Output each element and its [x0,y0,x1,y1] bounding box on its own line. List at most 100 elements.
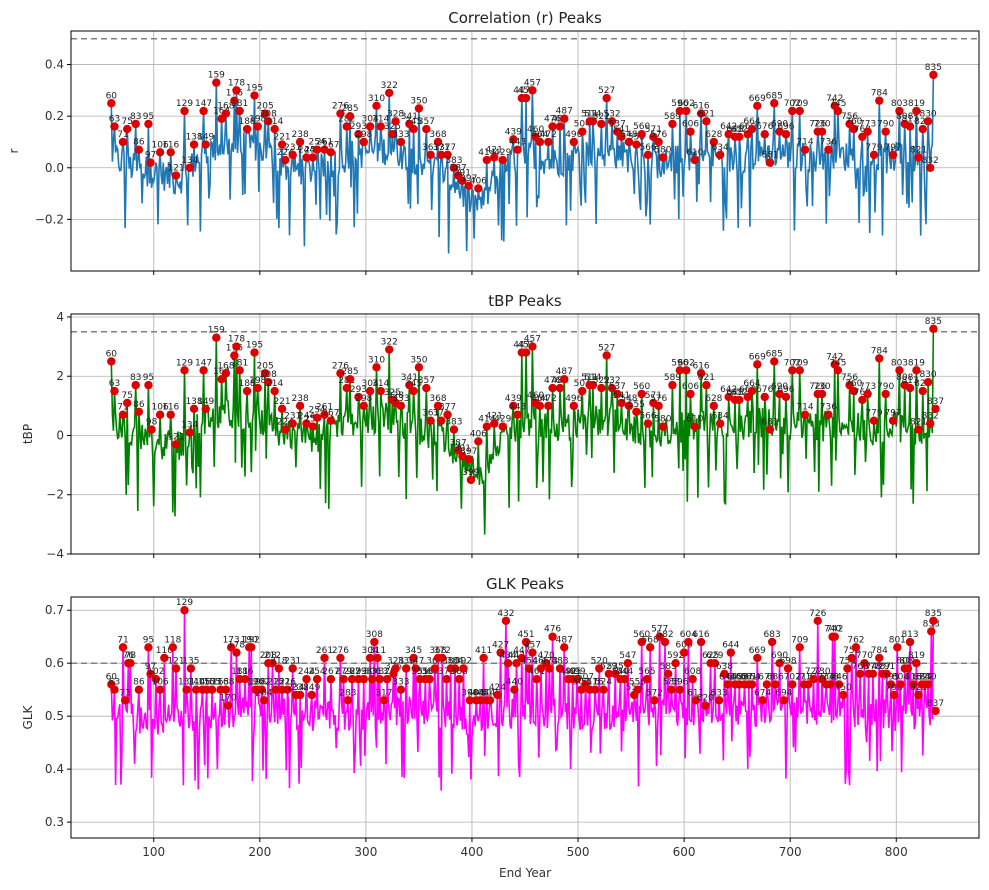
glk-peak-marker [855,669,865,679]
glk-y-tick-label: 0.6 [45,656,64,670]
glk-peak-label: 212 [264,651,281,661]
r-y-tick-label: 0.4 [45,58,64,72]
r-peak-label: 730 [813,120,830,130]
glk-peak-marker [762,680,772,689]
r-peak-label: 86 [133,138,145,148]
glk-peak-marker [274,664,284,673]
tbp-peak-label: 116 [162,403,179,413]
tbp-peak-marker [232,342,241,351]
r-peak-marker [858,132,867,142]
tbp-peak-label: 106 [152,403,169,413]
tbp-peak-marker [221,369,231,378]
tbp-peaks-panel: 6063717583869598106116121129134138147149… [21,292,980,561]
glk-peak-label: 648 [726,672,743,682]
tbp-peak-label: 496 [565,394,582,404]
tbp-peak-label: 168 [217,361,234,371]
r-peak-marker [775,127,784,136]
r-peak-label: 147 [195,99,212,109]
tbp-peak-label: 756 [841,373,858,383]
r-peak-marker [134,145,144,154]
r-peak-marker [270,124,279,134]
glk-peak-label: 694 [775,688,792,698]
glk-peak-label: 338 [398,657,415,667]
tbp-peak-marker [521,348,531,357]
tbp-peak-marker [770,357,779,366]
r-peak-label: 377 [439,143,456,153]
r-peak-label: 514 [584,109,601,119]
tbp-peak-label: 457 [524,335,541,345]
tbp-peak-label: 83 [130,373,141,383]
r-peak-label: 726 [809,120,826,130]
r-peak-label: 760 [845,117,862,127]
glk-peak-label: 556 [629,678,646,688]
tbp-peak-marker [753,360,762,369]
glk-peak-label: 392 [455,657,472,667]
r-peak-label: 830 [919,109,936,119]
r-peak-label: 383 [445,156,462,166]
tbp-peak-marker [414,363,424,372]
r-peak-label: 244 [298,145,315,155]
glk-peak-marker [914,690,923,700]
r-peak-marker [888,150,898,160]
r-peak-marker [863,127,872,136]
tbp-peak-label: 784 [871,346,888,356]
r-peak-marker [201,140,210,149]
r-peak-marker [482,155,492,165]
r-peak-marker [643,150,653,160]
glk-peak-marker [779,696,789,705]
glk-peak-marker [804,680,813,689]
glk-peak-label: 683 [764,630,781,640]
r-peak-marker [388,130,397,139]
r-peak-marker [617,132,626,142]
tbp-peak-marker [765,425,775,434]
tbp-peak-marker [242,386,252,396]
r-peak-marker [649,132,658,142]
r-peak-marker [795,106,804,116]
glk-peak-marker [295,690,305,700]
glk-peak-label: 758 [843,646,860,656]
tbp-peak-label: 134 [181,421,198,431]
glk-peak-label: 135 [182,657,199,667]
glk-peak-marker [382,674,392,684]
glk-peak-label: 208 [260,651,277,661]
tbp-peak-marker [637,389,646,399]
tbp-peak-label: 676 [756,385,773,395]
r-peak-marker [372,101,381,111]
tbp-peak-marker [617,398,626,408]
r-peak-label: 642 [720,122,737,132]
glk-peak-label: 146 [194,678,211,688]
tbp-peak-marker [863,389,872,399]
glk-peak-marker [753,653,762,663]
r-peak-marker [242,124,252,134]
glk-peak-marker [893,643,902,652]
tbp-peak-marker [926,419,935,428]
tbp-peak-label: 837 [927,397,944,407]
glk-peak-marker [775,659,784,668]
glk-peak-label: 740 [824,625,841,635]
tbp-peak-marker [760,392,769,402]
r-peak-label: 304 [362,114,379,124]
r-peak-label: 476 [544,114,561,124]
r-peak-label: 328 [387,109,404,119]
tbp-peak-marker [147,425,156,434]
tbp-peak-label: 387 [450,438,467,448]
r-peak-label: 541 [613,125,630,135]
tbp-peak-label: 451 [517,341,534,351]
glk-peak-label: 249 [303,683,320,693]
glk-peak-label: 427 [492,641,509,651]
r-peak-label: 322 [381,81,398,91]
tbp-peak-marker [490,419,499,428]
glk-peak-marker [642,674,652,684]
tbp-peak-marker [824,410,833,419]
tbp-peak-marker [482,422,492,431]
glk-peak-label: 709 [791,635,808,645]
r-peak-marker [560,114,569,123]
glk-peak-marker [536,664,546,673]
r-peak-marker [230,96,239,105]
tbp-peak-label: 830 [919,370,936,380]
r-peak-marker [185,163,195,172]
r-peak-marker [336,109,345,118]
glk-peak-label: 795 [882,672,899,682]
r-peak-marker [765,158,775,167]
tbp-peak-label: 548 [620,394,637,404]
